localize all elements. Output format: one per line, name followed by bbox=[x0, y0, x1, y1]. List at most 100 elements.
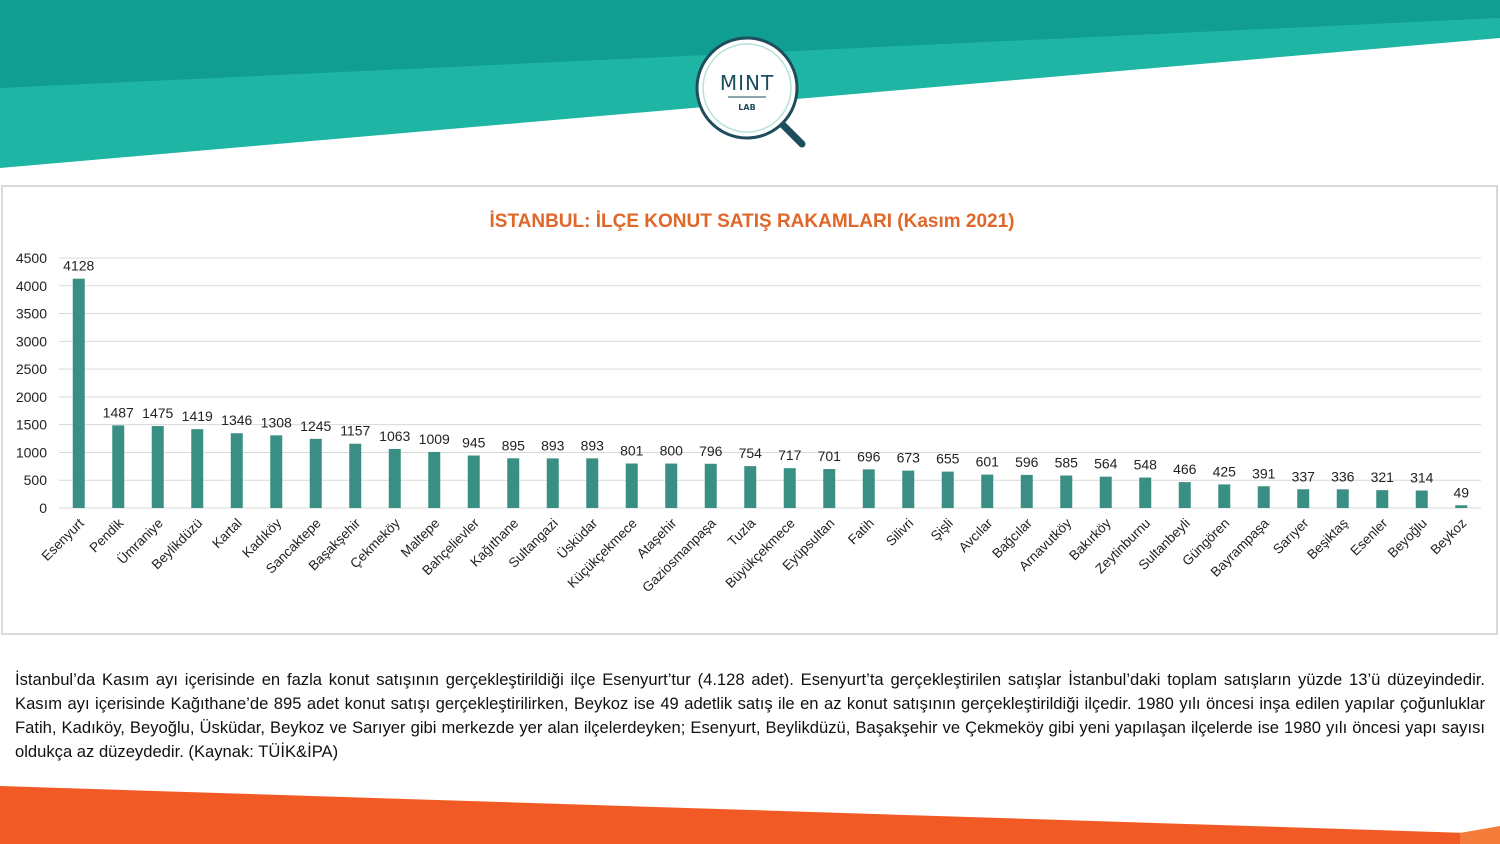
bar bbox=[1297, 489, 1310, 508]
x-tick-label: Kartal bbox=[209, 516, 245, 552]
data-label: 336 bbox=[1331, 468, 1355, 484]
mint-lab-logo: MINT LAB bbox=[695, 36, 806, 148]
x-tick-label: Beyoğlu bbox=[1385, 516, 1430, 561]
data-label: 895 bbox=[502, 437, 526, 453]
footer-band bbox=[0, 786, 1500, 844]
x-tick-label: Küçükçekmece bbox=[565, 516, 640, 591]
data-label: 1157 bbox=[340, 423, 370, 439]
bars bbox=[72, 278, 1468, 508]
logo-subtext: LAB bbox=[738, 103, 755, 112]
x-tick-label: Büyükçekmece bbox=[723, 516, 798, 591]
data-label: 585 bbox=[1055, 455, 1079, 471]
bar bbox=[467, 455, 480, 508]
bar bbox=[902, 470, 915, 508]
bar bbox=[1099, 476, 1112, 508]
chart-title: İSTANBUL: İLÇE KONUT SATIŞ RAKAMLARI (Ka… bbox=[490, 211, 1015, 232]
gridlines bbox=[59, 257, 1481, 509]
data-label: 466 bbox=[1173, 461, 1197, 477]
footer-band-accent bbox=[1460, 826, 1500, 844]
footer-background bbox=[0, 786, 1500, 844]
data-label: 701 bbox=[818, 448, 842, 464]
x-tick-label: Şişli bbox=[928, 516, 956, 544]
data-labels: 4128 1487 1475 1419 1346 1308 1245 1157 1063 1009… bbox=[63, 258, 1469, 501]
y-tick-label: 3000 bbox=[16, 333, 47, 349]
data-label: 717 bbox=[778, 447, 802, 463]
data-label: 945 bbox=[462, 435, 486, 451]
x-tick-label: Beykoz bbox=[1427, 515, 1469, 557]
data-label: 1063 bbox=[379, 428, 410, 444]
chart-frame: İSTANBUL: İLÇE KONUT SATIŞ RAKAMLARI (Ka… bbox=[1, 185, 1498, 635]
bar bbox=[941, 471, 954, 508]
bar bbox=[665, 463, 678, 508]
data-label: 1308 bbox=[261, 414, 292, 430]
bar bbox=[112, 425, 125, 508]
y-tick-label: 1500 bbox=[16, 417, 47, 433]
data-label: 893 bbox=[541, 437, 565, 453]
data-label: 425 bbox=[1213, 463, 1237, 479]
bar bbox=[1020, 474, 1033, 508]
y-tick-label: 2500 bbox=[16, 361, 47, 377]
data-label: 1419 bbox=[182, 408, 213, 424]
data-label: 596 bbox=[1015, 454, 1039, 470]
bar bbox=[72, 278, 85, 508]
data-label: 800 bbox=[660, 443, 684, 459]
y-tick-label: 0 bbox=[39, 500, 47, 516]
bar-chart: İSTANBUL: İLÇE KONUT SATIŞ RAKAMLARI (Ka… bbox=[16, 211, 1481, 595]
x-tick-label: Esenler bbox=[1347, 515, 1390, 558]
bar bbox=[1060, 475, 1073, 508]
bar bbox=[1455, 505, 1468, 508]
bar bbox=[1178, 482, 1191, 508]
bar bbox=[823, 469, 836, 508]
bar bbox=[744, 466, 757, 508]
bar bbox=[862, 469, 875, 508]
data-label: 673 bbox=[897, 450, 921, 466]
data-label: 696 bbox=[857, 448, 881, 464]
bar bbox=[270, 435, 283, 508]
data-label: 754 bbox=[739, 445, 763, 461]
bar bbox=[783, 468, 796, 508]
x-tick-label: Silivri bbox=[883, 516, 916, 549]
bar bbox=[428, 451, 441, 508]
data-label: 801 bbox=[620, 443, 644, 459]
data-label: 1487 bbox=[103, 404, 134, 420]
data-label: 655 bbox=[936, 451, 960, 467]
bar bbox=[1257, 486, 1270, 508]
y-tick-label: 4000 bbox=[16, 278, 47, 294]
bar bbox=[191, 429, 204, 508]
data-label: 49 bbox=[1453, 484, 1469, 500]
bar bbox=[388, 448, 401, 508]
bar bbox=[981, 474, 994, 508]
x-tick-label: Beşiktaş bbox=[1304, 515, 1351, 562]
bar bbox=[1218, 484, 1231, 508]
y-tick-label: 2000 bbox=[16, 389, 47, 405]
logo-text: MINT bbox=[720, 71, 774, 95]
bar bbox=[230, 433, 243, 508]
data-label: 1245 bbox=[300, 418, 331, 434]
bar bbox=[546, 458, 559, 508]
data-label: 314 bbox=[1410, 470, 1434, 486]
data-label: 1475 bbox=[142, 405, 173, 421]
data-label: 1346 bbox=[221, 412, 252, 428]
data-label: 1009 bbox=[419, 431, 450, 447]
bar bbox=[625, 463, 638, 508]
data-label: 893 bbox=[581, 437, 605, 453]
y-tick-label: 500 bbox=[24, 472, 48, 488]
y-tick-label: 3500 bbox=[16, 306, 47, 322]
bar bbox=[1139, 477, 1152, 508]
bar bbox=[309, 438, 322, 508]
bar bbox=[1415, 490, 1428, 508]
x-tick-label: Gaziosmanpaşa bbox=[639, 515, 719, 595]
x-tick-label: Fatih bbox=[845, 516, 877, 548]
bar bbox=[1376, 490, 1389, 508]
x-tick-label: Tuzla bbox=[725, 515, 759, 549]
data-label: 548 bbox=[1134, 457, 1158, 473]
data-label: 391 bbox=[1252, 465, 1276, 481]
bar bbox=[151, 426, 164, 508]
y-tick-label: 4500 bbox=[16, 250, 47, 266]
bar bbox=[704, 463, 717, 508]
bar bbox=[586, 458, 599, 508]
data-label: 564 bbox=[1094, 456, 1118, 472]
data-label: 601 bbox=[976, 454, 1000, 470]
data-label: 4128 bbox=[63, 258, 94, 274]
